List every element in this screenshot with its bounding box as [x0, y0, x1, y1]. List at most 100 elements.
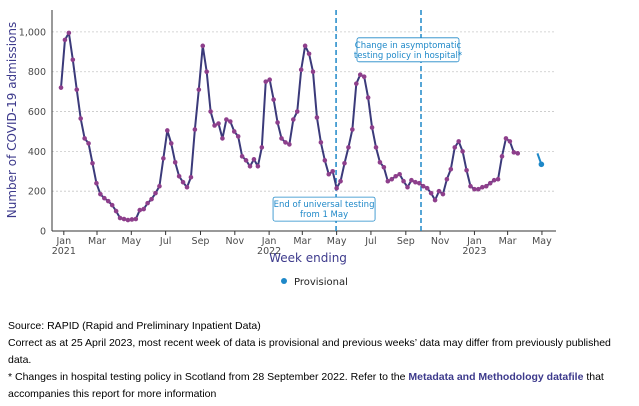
data-point — [263, 79, 269, 84]
y-axis: 0 200 400 600 800 1,000 — [19, 10, 53, 238]
data-point — [476, 186, 481, 192]
data-point — [409, 177, 414, 183]
legend-marker-provisional — [281, 278, 287, 284]
data-point — [224, 117, 229, 122]
footnote-text-end: that accompanies this report for more in… — [8, 371, 604, 400]
data-point — [377, 160, 383, 165]
data-point — [385, 178, 391, 184]
data-point — [424, 185, 430, 191]
data-point — [109, 202, 115, 208]
data-point — [251, 157, 257, 162]
metadata-link[interactable]: Metadata and Methodology datafile — [408, 371, 584, 383]
data-point — [515, 151, 521, 156]
y-tick-label: 400 — [28, 147, 46, 158]
footnote-text: * Changes in hospital testing policy in … — [8, 371, 409, 383]
x-tick-year: 2023 — [462, 246, 486, 257]
x-tick-label: Jan — [55, 236, 71, 247]
data-point — [231, 129, 237, 134]
data-point — [94, 180, 99, 186]
data-point — [318, 140, 324, 145]
series-provisional — [536, 153, 545, 168]
data-point — [456, 139, 461, 144]
data-point — [208, 109, 213, 114]
data-point — [188, 174, 194, 180]
x-tick-label: Sep — [192, 236, 210, 247]
x-axis-title: Week ending — [269, 251, 347, 265]
x-tick-label: Nov — [431, 236, 450, 247]
legend: Provisional — [281, 277, 348, 288]
annotation-text: End of universal testing — [274, 200, 375, 210]
y-tick-label: 200 — [28, 187, 46, 198]
data-point — [204, 69, 209, 75]
data-point — [310, 69, 316, 75]
data-point — [330, 168, 335, 174]
data-point — [389, 176, 395, 182]
data-point — [113, 208, 119, 214]
data-point — [145, 200, 150, 206]
data-point — [417, 180, 422, 186]
data-point — [357, 72, 363, 78]
data-point — [294, 109, 300, 114]
data-point — [235, 134, 241, 139]
source-note: Source: RAPID (Rapid and Preliminary Inp… — [8, 320, 261, 332]
data-point — [220, 136, 225, 141]
y-tick-label: 600 — [28, 107, 46, 118]
data-point — [70, 57, 76, 63]
data-point — [141, 206, 146, 212]
data-point — [228, 119, 233, 124]
data-point — [503, 136, 509, 141]
data-point — [440, 191, 446, 197]
annotation-text: testing policy in hospital* — [354, 51, 462, 61]
data-point — [354, 81, 359, 86]
data-point — [98, 191, 103, 197]
data-point — [361, 74, 367, 80]
data-point — [66, 30, 72, 36]
data-point — [472, 186, 477, 192]
data-point — [298, 67, 304, 73]
data-point — [247, 163, 253, 169]
data-point — [259, 145, 265, 150]
data-point — [393, 173, 398, 179]
data-point — [271, 97, 276, 102]
data-point — [495, 176, 501, 182]
y-axis-title: Number of COVID-19 admissions — [5, 22, 19, 218]
data-point — [287, 142, 292, 147]
x-tick-label: May — [532, 236, 552, 247]
data-point — [452, 145, 458, 150]
data-point — [460, 149, 465, 154]
x-tick-label: May — [327, 236, 347, 247]
data-point — [283, 140, 288, 145]
data-point — [346, 145, 351, 150]
data-point — [105, 198, 111, 204]
data-point — [121, 216, 127, 222]
provisional-point — [538, 161, 545, 168]
data-point — [338, 178, 343, 184]
data-point — [405, 184, 410, 190]
data-point — [373, 145, 379, 150]
data-point — [480, 184, 485, 190]
grid — [52, 31, 556, 192]
data-point — [291, 117, 296, 122]
data-point — [401, 178, 406, 184]
data-point — [216, 121, 221, 126]
data-point — [74, 87, 80, 92]
data-point — [149, 196, 154, 202]
data-point — [161, 156, 166, 161]
x-tick-label: Jan — [261, 236, 277, 247]
data-point — [302, 43, 308, 49]
data-point — [342, 161, 347, 166]
data-point — [239, 154, 245, 159]
data-point — [369, 125, 375, 130]
annotation-text: from 1 May — [300, 210, 348, 220]
data-point — [432, 197, 438, 203]
data-point — [212, 123, 217, 128]
data-point — [267, 77, 272, 82]
data-point — [192, 127, 198, 132]
data-point — [184, 184, 190, 190]
footnote: * Changes in hospital testing policy in … — [8, 369, 630, 403]
data-point — [137, 207, 143, 213]
data-point — [350, 127, 355, 132]
x-tick-label: Nov — [226, 236, 245, 247]
